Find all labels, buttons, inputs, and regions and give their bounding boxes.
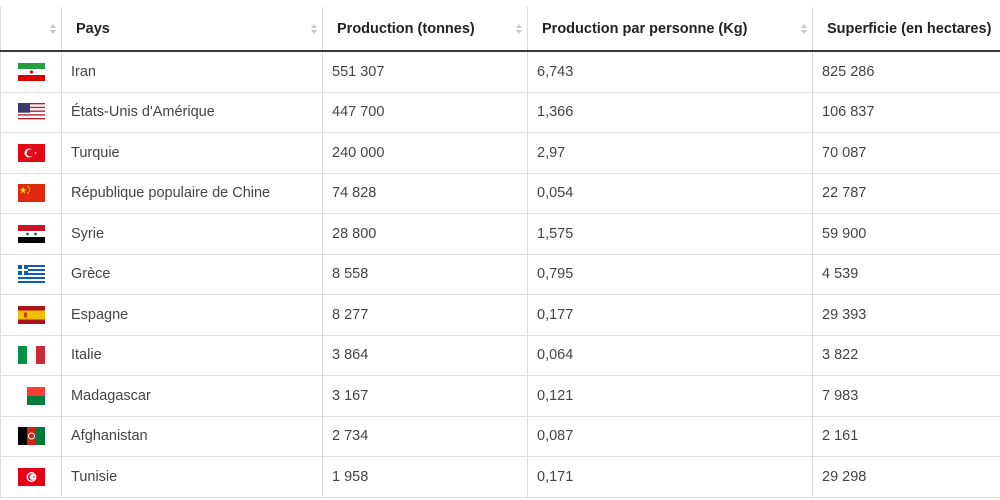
table-row: Iran 551 307 6,743 825 286: [0, 51, 1000, 93]
per-person-cell: 0,795: [527, 254, 813, 295]
area-cell: 7 983: [812, 375, 1000, 417]
area-cell: 59 900: [812, 213, 1000, 255]
per-person-cell: 0,087: [527, 416, 813, 457]
per-person-cell: 0,054: [527, 173, 813, 214]
per-person-cell: 2,97: [527, 132, 813, 174]
flag-cell: [0, 92, 62, 133]
production-cell: 3 864: [322, 335, 528, 376]
madagascar-flag-icon: [17, 386, 45, 405]
country-cell: Syrie: [61, 213, 323, 255]
tunisia-flag-icon: [17, 467, 45, 486]
flag-cell: [0, 456, 62, 498]
country-cell: Tunisie: [61, 456, 323, 498]
area-cell: 29 393: [812, 294, 1000, 336]
production-cell: 74 828: [322, 173, 528, 214]
country-cell: Turquie: [61, 132, 323, 174]
header-per-person-label: Production par personne (Kg): [542, 20, 748, 37]
production-cell: 1 958: [322, 456, 528, 498]
table-row: Grèce 8 558 0,795 4 539: [0, 254, 1000, 295]
china-flag-icon: [17, 184, 45, 203]
area-cell: 70 087: [812, 132, 1000, 174]
area-cell: 825 286: [812, 51, 1000, 93]
turkey-flag-icon: [17, 143, 45, 162]
per-person-cell: 0,171: [527, 456, 813, 498]
per-person-cell: 1,575: [527, 213, 813, 255]
header-production-label: Production (tonnes): [337, 20, 475, 37]
greece-flag-icon: [17, 265, 45, 284]
table-row: Italie 3 864 0,064 3 822: [0, 335, 1000, 376]
flag-cell: [0, 375, 62, 417]
country-cell: Madagascar: [61, 375, 323, 417]
area-cell: 106 837: [812, 92, 1000, 133]
per-person-cell: 1,366: [527, 92, 813, 133]
table-body: Iran 551 307 6,743 825 286 États-Unis d'Amér…: [0, 51, 1000, 498]
flag-cell: [0, 173, 62, 214]
spain-flag-icon: [17, 305, 45, 324]
sort-icon[interactable]: [50, 23, 56, 34]
table-row: Turquie 240 000 2,97 70 087: [0, 132, 1000, 174]
sort-icon[interactable]: [801, 23, 807, 34]
country-cell: Grèce: [61, 254, 323, 295]
production-cell: 8 277: [322, 294, 528, 336]
production-cell: 551 307: [322, 51, 528, 93]
production-cell: 8 558: [322, 254, 528, 295]
country-cell: Afghanistan: [61, 416, 323, 457]
afghanistan-flag-icon: [17, 427, 45, 446]
sort-icon[interactable]: [311, 23, 317, 34]
flag-cell: [0, 51, 62, 93]
usa-flag-icon: [17, 103, 45, 121]
header-flag[interactable]: [0, 3, 62, 52]
flag-cell: [0, 213, 62, 255]
italy-flag-icon: [17, 346, 45, 365]
table-header-row: Pays Production (tonnes) Production par …: [0, 3, 1000, 52]
syria-flag-icon: [17, 224, 45, 243]
area-cell: 3 822: [812, 335, 1000, 376]
header-per-person[interactable]: Production par personne (Kg): [527, 3, 813, 52]
header-area-label: Superficie (en hectares): [827, 20, 992, 37]
table-row: Syrie 28 800 1,575 59 900: [0, 213, 1000, 255]
per-person-cell: 0,121: [527, 375, 813, 417]
flag-cell: [0, 254, 62, 295]
per-person-cell: 6,743: [527, 51, 813, 93]
country-cell: Iran: [61, 51, 323, 93]
area-cell: 22 787: [812, 173, 1000, 214]
per-person-cell: 0,177: [527, 294, 813, 336]
production-cell: 3 167: [322, 375, 528, 417]
production-cell: 2 734: [322, 416, 528, 457]
header-country[interactable]: Pays: [61, 3, 323, 52]
flag-cell: [0, 335, 62, 376]
table-row: États-Unis d'Amérique 447 700 1,366 106 837: [0, 92, 1000, 133]
sort-icon[interactable]: [516, 23, 522, 34]
production-cell: 240 000: [322, 132, 528, 174]
iran-flag-icon: [17, 62, 45, 81]
country-cell: Italie: [61, 335, 323, 376]
table-row: Espagne 8 277 0,177 29 393: [0, 294, 1000, 336]
header-country-label: Pays: [76, 20, 110, 37]
flag-cell: [0, 132, 62, 174]
area-cell: 2 161: [812, 416, 1000, 457]
area-cell: 29 298: [812, 456, 1000, 498]
flag-cell: [0, 416, 62, 457]
flag-cell: [0, 294, 62, 336]
table-row: République populaire de Chine 74 828 0,054…: [0, 173, 1000, 214]
table-row: Afghanistan 2 734 0,087 2 161: [0, 416, 1000, 457]
header-area[interactable]: Superficie (en hectares): [812, 3, 1000, 52]
country-cell: États-Unis d'Amérique: [61, 92, 323, 133]
table-row: Madagascar 3 167 0,121 7 983: [0, 375, 1000, 417]
per-person-cell: 0,064: [527, 335, 813, 376]
area-cell: 4 539: [812, 254, 1000, 295]
table-row: Tunisie 1 958 0,171 29 298: [0, 456, 1000, 498]
country-cell: République populaire de Chine: [61, 173, 323, 214]
production-cell: 447 700: [322, 92, 528, 133]
production-cell: 28 800: [322, 213, 528, 255]
header-production[interactable]: Production (tonnes): [322, 3, 528, 52]
country-cell: Espagne: [61, 294, 323, 336]
